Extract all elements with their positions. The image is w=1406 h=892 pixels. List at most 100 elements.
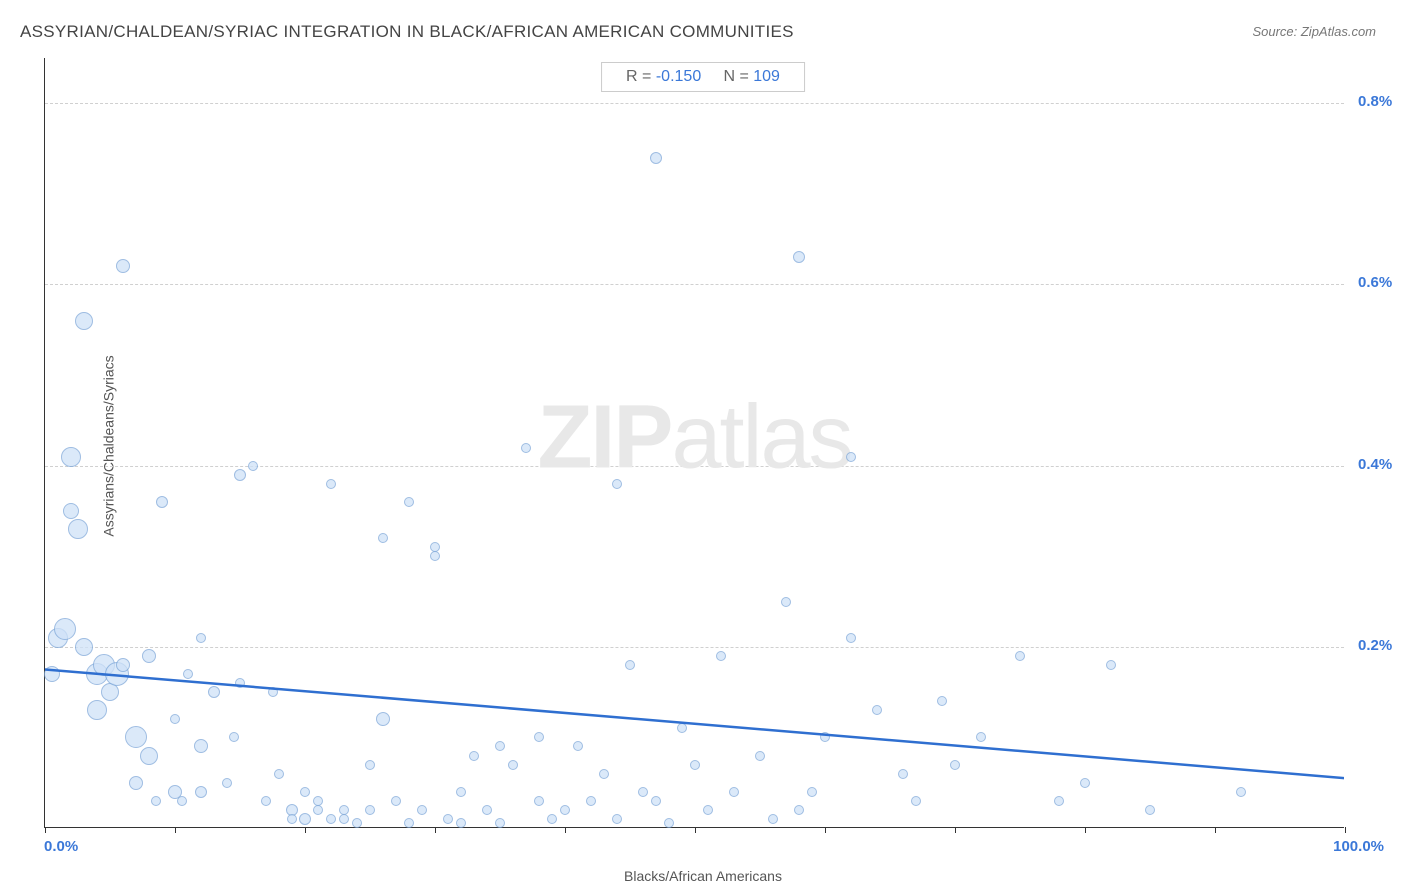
data-point xyxy=(54,618,76,640)
data-point xyxy=(365,760,375,770)
data-point xyxy=(443,814,453,824)
data-point xyxy=(950,760,960,770)
n-value: 109 xyxy=(753,68,780,85)
data-point xyxy=(650,152,662,164)
data-point xyxy=(872,705,882,715)
data-point xyxy=(63,503,79,519)
data-point xyxy=(208,686,220,698)
data-point xyxy=(690,760,700,770)
data-point xyxy=(677,723,687,733)
data-point xyxy=(1080,778,1090,788)
data-point xyxy=(313,796,323,806)
data-point xyxy=(456,818,466,828)
data-point xyxy=(521,443,531,453)
x-tick xyxy=(825,827,826,833)
data-point xyxy=(846,452,856,462)
data-point xyxy=(846,633,856,643)
x-axis-min-label: 0.0% xyxy=(44,838,78,855)
data-point xyxy=(87,700,107,720)
data-point xyxy=(755,751,765,761)
data-point xyxy=(352,818,362,828)
x-tick xyxy=(305,827,306,833)
data-point xyxy=(195,786,207,798)
data-point xyxy=(898,769,908,779)
data-point xyxy=(274,769,284,779)
gridline xyxy=(45,103,1344,104)
x-tick xyxy=(695,827,696,833)
data-point xyxy=(495,818,505,828)
data-point xyxy=(125,726,147,748)
data-point xyxy=(365,805,375,815)
data-point xyxy=(299,813,311,825)
chart-title: ASSYRIAN/CHALDEAN/SYRIAC INTEGRATION IN … xyxy=(20,22,794,42)
data-point xyxy=(1106,660,1116,670)
data-point xyxy=(391,796,401,806)
data-point xyxy=(196,633,206,643)
data-point xyxy=(729,787,739,797)
data-point xyxy=(326,479,336,489)
data-point xyxy=(75,638,93,656)
data-point xyxy=(300,787,310,797)
data-point xyxy=(116,658,130,672)
data-point xyxy=(140,747,158,765)
x-tick xyxy=(45,827,46,833)
data-point xyxy=(508,760,518,770)
x-tick xyxy=(565,827,566,833)
gridline xyxy=(45,284,1344,285)
data-point xyxy=(222,778,232,788)
data-point xyxy=(404,497,414,507)
y-tick-label: 0.2% xyxy=(1358,637,1392,654)
scatter-plot-area: ZIPatlas xyxy=(44,58,1344,828)
data-point xyxy=(287,814,297,824)
x-tick xyxy=(955,827,956,833)
data-point xyxy=(703,805,713,815)
data-point xyxy=(560,805,570,815)
data-point xyxy=(261,796,271,806)
x-tick xyxy=(1345,827,1346,833)
data-point xyxy=(194,739,208,753)
data-point xyxy=(793,251,805,263)
regression-line xyxy=(45,58,1344,827)
data-point xyxy=(430,551,440,561)
data-point xyxy=(326,814,336,824)
y-tick-label: 0.4% xyxy=(1358,456,1392,473)
data-point xyxy=(1054,796,1064,806)
data-point xyxy=(820,732,830,742)
gridline xyxy=(45,466,1344,467)
data-point xyxy=(612,814,622,824)
data-point xyxy=(456,787,466,797)
r-label: R = xyxy=(626,68,656,85)
data-point xyxy=(44,666,60,682)
data-point xyxy=(664,818,674,828)
x-tick xyxy=(1215,827,1216,833)
data-point xyxy=(599,769,609,779)
data-point xyxy=(248,461,258,471)
correlation-stats-box: R = -0.150 N = 109 xyxy=(601,62,805,92)
data-point xyxy=(235,678,245,688)
x-tick xyxy=(175,827,176,833)
x-axis-max-label: 100.0% xyxy=(1333,838,1384,855)
gridline xyxy=(45,647,1344,648)
data-point xyxy=(534,796,544,806)
x-tick xyxy=(1085,827,1086,833)
data-point xyxy=(404,818,414,828)
source-attribution: Source: ZipAtlas.com xyxy=(1252,24,1376,39)
watermark-bold: ZIP xyxy=(537,387,671,487)
data-point xyxy=(142,649,156,663)
data-point xyxy=(807,787,817,797)
data-point xyxy=(430,542,440,552)
data-point xyxy=(586,796,596,806)
data-point xyxy=(129,776,143,790)
data-point xyxy=(75,312,93,330)
data-point xyxy=(794,805,804,815)
watermark-light: atlas xyxy=(671,387,851,487)
data-point xyxy=(495,741,505,751)
data-point xyxy=(183,669,193,679)
data-point xyxy=(229,732,239,742)
x-axis-label: Blacks/African Americans xyxy=(624,868,782,884)
data-point xyxy=(68,519,88,539)
y-tick-label: 0.8% xyxy=(1358,93,1392,110)
data-point xyxy=(1236,787,1246,797)
data-point xyxy=(156,496,168,508)
y-tick-label: 0.6% xyxy=(1358,274,1392,291)
